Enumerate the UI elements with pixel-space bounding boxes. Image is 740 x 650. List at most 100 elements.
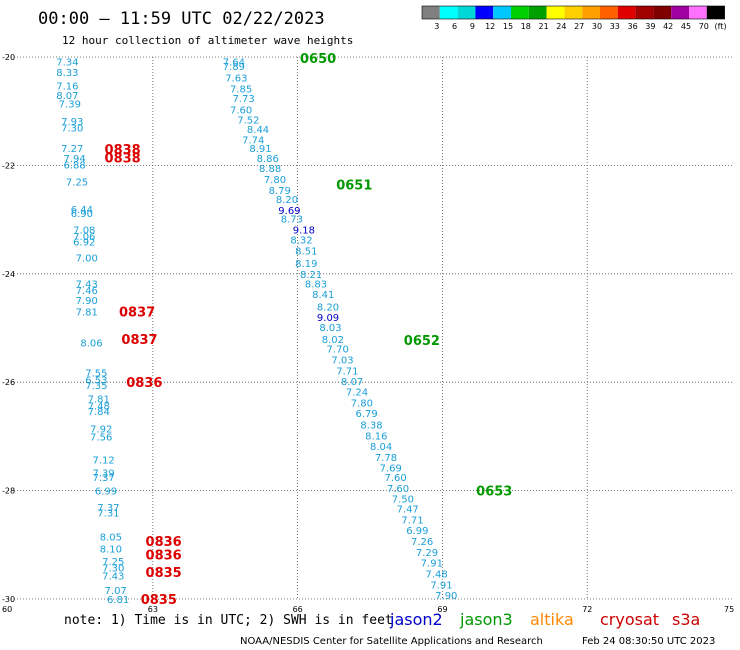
swh-value: 7.90 — [76, 296, 98, 307]
swh-value: 8.44 — [247, 125, 269, 136]
color-swatch — [582, 6, 600, 19]
scale-tick-label: 18 — [521, 22, 531, 31]
swh-value: 7.63 — [225, 74, 247, 85]
color-swatch — [689, 6, 707, 19]
swh-value: 7.94 — [64, 154, 86, 165]
swh-value: 8.16 — [365, 431, 387, 442]
swh-value: 6.99 — [95, 487, 117, 498]
swh-value: 7.47 — [397, 504, 419, 515]
color-swatch — [439, 6, 458, 19]
scale-unit-label: (ft) — [715, 22, 727, 31]
swh-value: 8.20 — [317, 302, 339, 313]
color-swatch — [564, 6, 583, 19]
swh-value: 7.81 — [76, 308, 98, 319]
swh-value: 7.89 — [223, 62, 245, 73]
pass-time-label: 0838 — [105, 151, 141, 166]
swh-value: 6.90 — [71, 209, 93, 220]
swh-value: 7.48 — [426, 570, 448, 581]
swh-value: 7.34 — [56, 57, 78, 68]
swh-value: 8.07 — [56, 91, 78, 102]
swh-value: 7.06 — [73, 232, 95, 243]
scale-tick-label: 45 — [681, 22, 691, 31]
swh-value: 7.70 — [327, 345, 349, 356]
swh-value: 9.09 — [317, 313, 339, 324]
scale-tick-label: 70 — [699, 22, 709, 31]
swh-value: 7.30 — [102, 564, 124, 575]
swh-value: 9.18 — [293, 225, 315, 236]
color-swatch — [600, 6, 618, 19]
swh-value: 7.39 — [92, 469, 114, 480]
footer-note: note: 1) Time is in UTC; 2) SWH is in fe… — [64, 613, 393, 628]
swh-value: 8.02 — [322, 335, 344, 346]
swh-value: 7.35 — [85, 381, 107, 392]
pass-time-label: 0838 — [105, 143, 141, 158]
x-tick-label: 63 — [148, 605, 158, 614]
satellite-cryosat: cryosat — [600, 610, 659, 629]
x-tick-label: 72 — [582, 605, 592, 614]
swh-value: 7.64 — [223, 57, 245, 68]
swh-value: 8.21 — [300, 270, 322, 281]
y-tick-label: -22 — [2, 161, 15, 170]
pass-time-label: 0651 — [336, 178, 372, 193]
swh-value: 7.91 — [421, 559, 443, 570]
satellite-jason3: jason3 — [459, 610, 513, 629]
credit-text: NOAA/NESDIS Center for Satellite Applica… — [240, 636, 543, 647]
swh-value: 7.31 — [97, 508, 119, 519]
swh-value: 7.81 — [88, 394, 110, 405]
swh-value: 7.80 — [264, 175, 286, 186]
swh-value: 7.90 — [435, 591, 457, 602]
pass-time-label: 0652 — [404, 334, 440, 349]
swh-value: 6.92 — [73, 237, 95, 248]
swh-value: 7.85 — [230, 84, 252, 95]
satellite-altika: altika — [530, 610, 574, 629]
scale-tick-label: 33 — [610, 22, 620, 31]
swh-value: 8.07 — [341, 377, 363, 388]
satellite-jason2: jason2 — [389, 610, 443, 629]
chart-title: 00:00 — 11:59 UTC 02/22/2023 — [38, 9, 325, 29]
swh-value: 7.55 — [85, 368, 107, 379]
swh-value: 7.37 — [92, 473, 114, 484]
swh-value: 7.80 — [351, 398, 373, 409]
color-scale-border — [421, 5, 725, 20]
scale-tick-label: 39 — [645, 22, 655, 31]
swh-value: 7.25 — [66, 178, 88, 189]
color-swatch — [706, 6, 725, 19]
swh-value: 6.53 — [85, 375, 107, 386]
swh-value: 8.04 — [370, 442, 392, 453]
x-tick-label: 66 — [293, 605, 303, 614]
swh-value: 8.33 — [56, 68, 78, 79]
swh-value: 7.60 — [384, 473, 406, 484]
swh-value: 8.91 — [249, 144, 271, 155]
pass-time-label: 0835 — [146, 566, 182, 581]
swh-value: 8.41 — [312, 290, 334, 301]
scale-tick-label: 6 — [452, 22, 457, 31]
pass-time-labels: 0650065106520653083808380837083708360836… — [105, 52, 513, 608]
swh-value: 7.50 — [392, 495, 414, 506]
scale-tick-label: 12 — [485, 22, 495, 31]
pass-time-label: 0836 — [126, 376, 162, 391]
swh-value: 8.88 — [259, 164, 281, 175]
scale-tick-label: 36 — [628, 22, 638, 31]
swh-value: 7.60 — [387, 484, 409, 495]
swh-value: 7.29 — [416, 548, 438, 559]
swh-value: 7.71 — [401, 515, 423, 526]
swh-value: 8.32 — [290, 236, 312, 247]
swh-value: 7.46 — [76, 286, 98, 297]
scale-tick-label: 24 — [556, 22, 566, 31]
swh-value: 7.16 — [56, 82, 78, 93]
chart-subtitle: 12 hour collection of altimeter wave hei… — [62, 34, 353, 47]
swh-value: 8.83 — [305, 280, 327, 291]
pass-time-label: 0837 — [119, 306, 155, 321]
color-swatch — [617, 6, 636, 19]
swh-value: 7.39 — [59, 100, 81, 111]
swh-value: 7.37 — [97, 503, 119, 514]
swh-value: 7.56 — [90, 432, 112, 443]
y-tick-label: -20 — [2, 53, 15, 62]
satellite-legend: jason2 jason3 altika cryosat s3a — [389, 610, 700, 629]
pass-time-label: 0650 — [300, 52, 336, 67]
swh-value: 7.24 — [346, 387, 368, 398]
pass-time-label: 0835 — [141, 593, 177, 608]
swh-value: 7.60 — [230, 106, 252, 117]
swh-value: 8.10 — [100, 545, 122, 556]
swh-value: 7.26 — [411, 537, 433, 548]
